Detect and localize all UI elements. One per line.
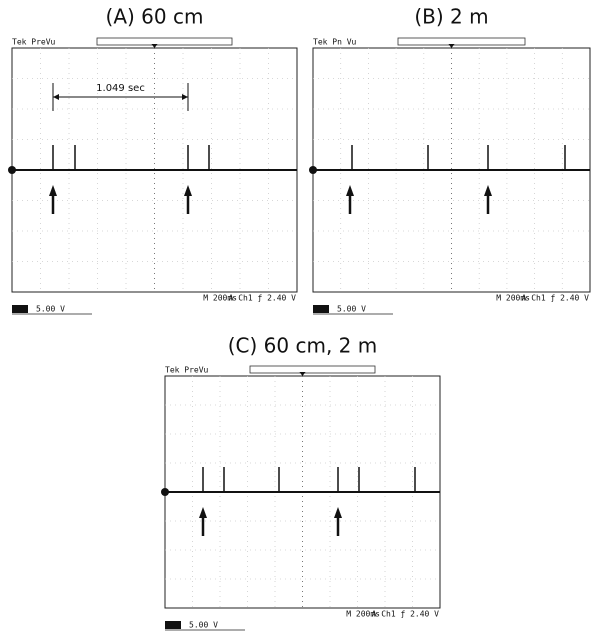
trigger-marker (449, 44, 455, 48)
panel-title: (A) 60 cm (106, 5, 204, 29)
header-bar (97, 38, 232, 45)
scope-header: Tek PreVu (12, 38, 56, 47)
header-bar (398, 38, 525, 45)
channel-marker (309, 166, 317, 174)
volt-scale: 5.00 V (189, 621, 218, 630)
volt-scale: 5.00 V (36, 305, 65, 314)
channel-marker (8, 166, 16, 174)
header-bar (250, 366, 375, 373)
scope-header: Tek Pn Vu (313, 38, 357, 47)
trigger-marker (300, 372, 306, 376)
trigger: A Ch1 ƒ 2.40 V (229, 294, 297, 303)
channel-badge (165, 621, 181, 629)
channel-marker (161, 488, 169, 496)
panel-title: (B) 2 m (414, 5, 488, 29)
span-label: 1.049 sec (96, 83, 145, 94)
channel-badge (12, 305, 28, 313)
channel-badge (313, 305, 329, 313)
panel-title: (C) 60 cm, 2 m (228, 334, 378, 358)
trigger: A Ch1 ƒ 2.40 V (522, 294, 590, 303)
volt-scale: 5.00 V (337, 305, 366, 314)
figure: (A) 60 cmTek PreVu1.049 secM 200msA Ch1 … (0, 0, 595, 632)
scope-header: Tek PreVu (165, 366, 209, 375)
trigger-marker (152, 44, 158, 48)
trigger: A Ch1 ƒ 2.40 V (372, 610, 440, 619)
